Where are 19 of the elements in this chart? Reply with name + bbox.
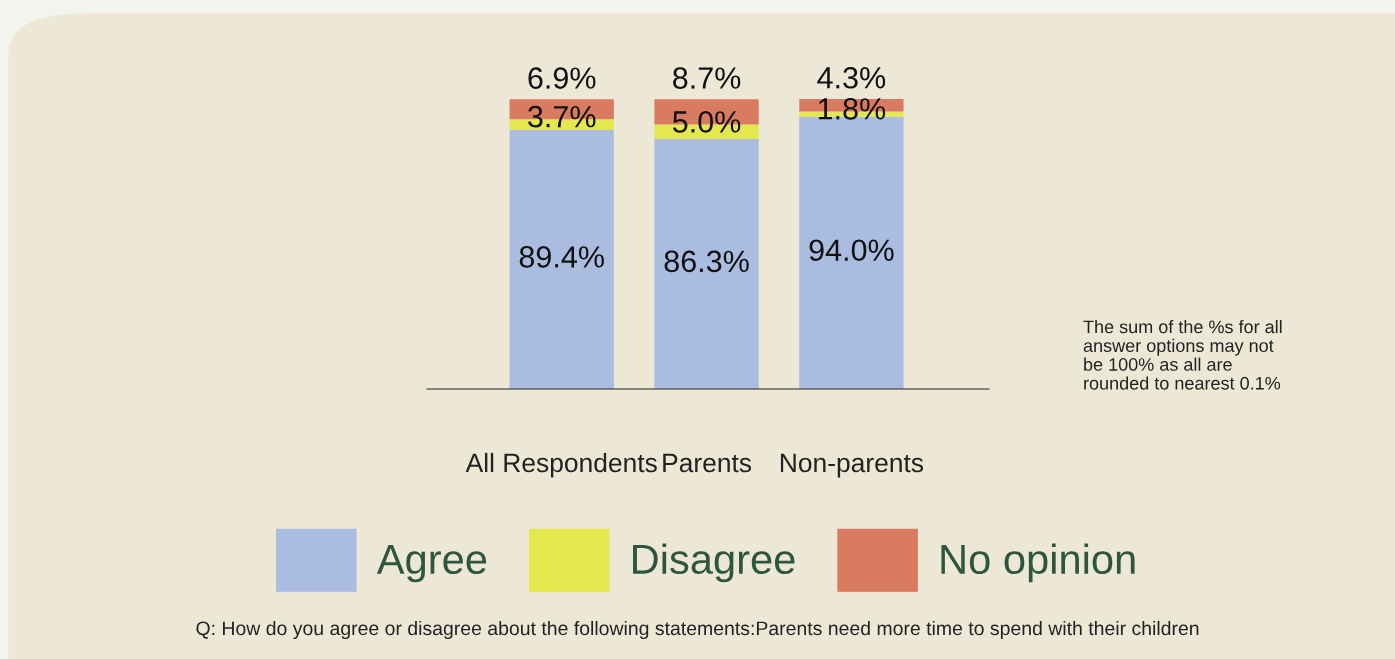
legend-label: No opinion bbox=[941, 543, 1135, 583]
data-label: 4.3% bbox=[817, 66, 886, 89]
data-label: 5.0% bbox=[672, 111, 741, 133]
data-label: 1.8% bbox=[818, 98, 886, 120]
data-label: 3.7% bbox=[528, 105, 596, 128]
data-label: 89.4% bbox=[519, 246, 604, 268]
data-label: 6.9% bbox=[528, 67, 596, 89]
x-tick-label: Non-parents bbox=[780, 453, 924, 478]
legend-label: Agree bbox=[376, 545, 487, 583]
bar bbox=[654, 138, 759, 389]
x-tick-label: Parents bbox=[663, 453, 752, 473]
bar bbox=[509, 130, 614, 389]
data-label: 86.3% bbox=[664, 250, 749, 273]
data-label: 94.0% bbox=[809, 239, 894, 262]
text: The sum of the %s for all answer options may not be 100% as all are rounded to nearest 0.1% bbox=[1083, 320, 1282, 390]
text: Q: How do you agree or disagree about the following statements:Parents need more time to spend with their children bbox=[196, 620, 1199, 640]
data-label: 8.7% bbox=[673, 67, 741, 89]
legend-label: Disagree bbox=[633, 543, 795, 583]
x-tick-label: All Respondents bbox=[465, 452, 657, 478]
